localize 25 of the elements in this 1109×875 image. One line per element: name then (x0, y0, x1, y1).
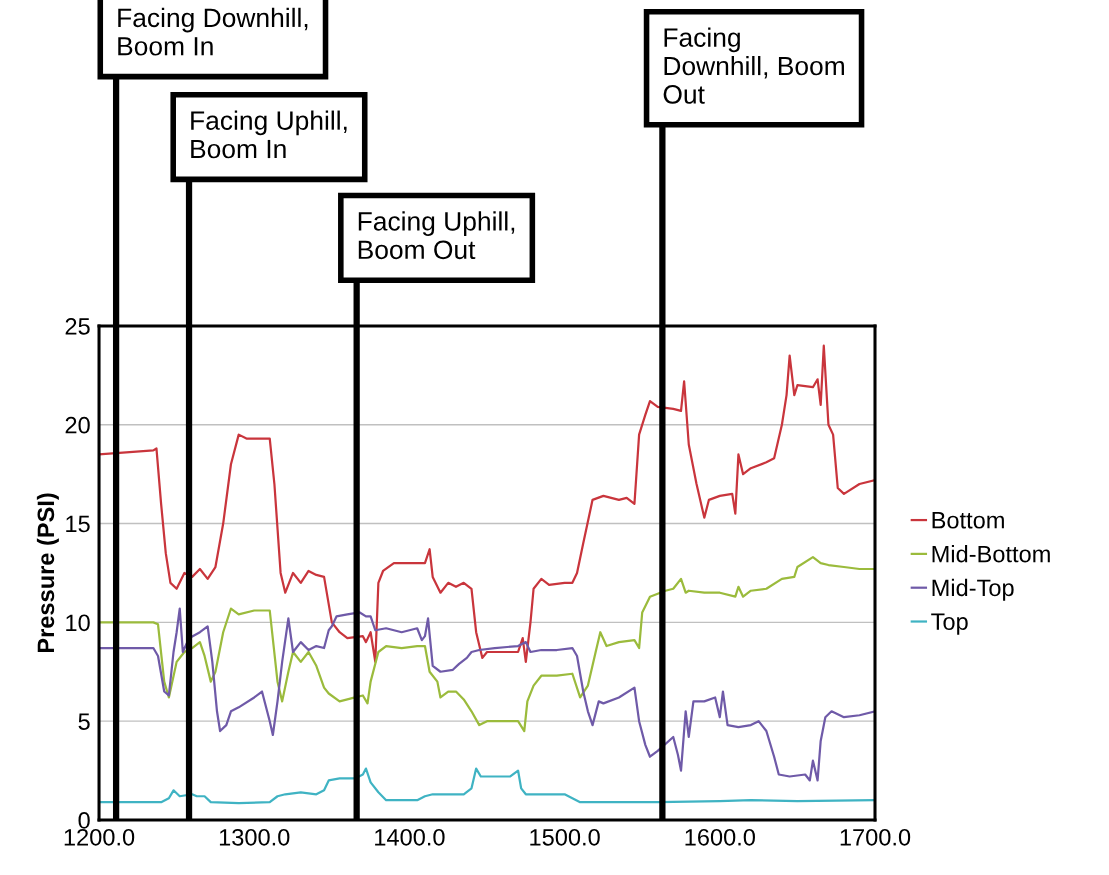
line-series (99, 344, 875, 663)
y-tick-label: 20 (65, 416, 90, 434)
legend-label: Top (931, 613, 968, 635)
legend-label: Mid-Bottom (932, 545, 1050, 563)
x-tick-label: 1500.0 (530, 828, 600, 846)
y-axis-title: Pressure (PSI) (36, 493, 59, 653)
y-tick-label: 0 (78, 812, 90, 829)
legend-label: Bottom (932, 512, 1004, 529)
x-tick-label: 1600.0 (685, 828, 755, 846)
legend-label: Mid-Top (932, 578, 1014, 601)
ref-line-label: Facing Uphill, Boom In (191, 110, 347, 159)
line-series (99, 607, 875, 782)
line-series (99, 767, 875, 805)
line-series (99, 556, 875, 733)
x-tick-label: 1200.0 (64, 828, 135, 846)
y-tick-label: 10 (66, 614, 90, 632)
y-tick-label: 15 (66, 515, 90, 533)
x-tick-label: 1700.0 (840, 828, 911, 846)
ref-line-label: Facing Downhill, Boom In (118, 7, 308, 56)
x-tick-label: 1400.0 (375, 828, 445, 846)
y-tick-label: 25 (65, 318, 90, 335)
ref-line-label: Facing Downhill, Boom Out (663, 27, 844, 104)
ref-line-label: Facing Uphill, Boom Out (358, 211, 515, 260)
y-tick-label: 5 (78, 713, 90, 730)
x-tick-label: 1300.0 (219, 828, 290, 846)
